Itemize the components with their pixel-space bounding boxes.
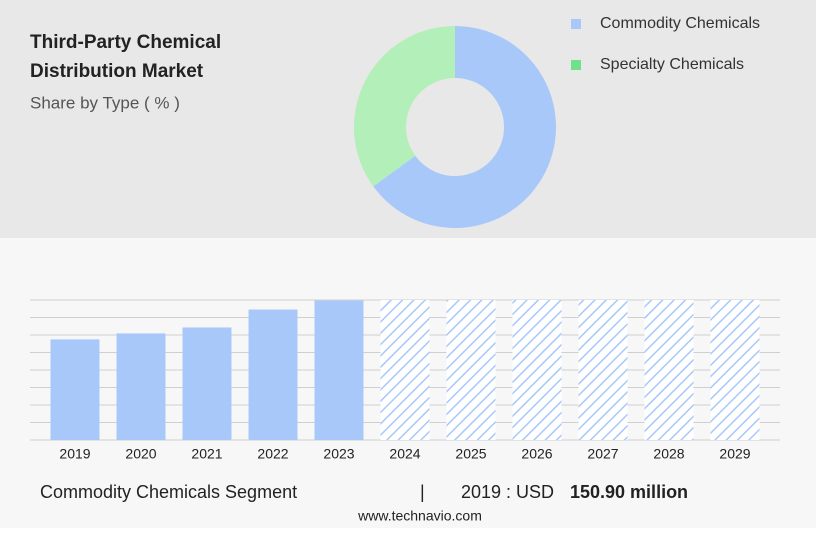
footer-segment: Commodity Chemicals Segment bbox=[40, 482, 297, 502]
forecast-bar bbox=[446, 300, 496, 440]
x-tick-label: 2019 bbox=[59, 446, 90, 462]
bar bbox=[314, 300, 364, 440]
x-tick-label: 2023 bbox=[323, 446, 354, 462]
forecast-bar bbox=[512, 300, 562, 440]
footer-amount: 150.90 million bbox=[570, 482, 688, 502]
x-tick-label: 2022 bbox=[257, 446, 288, 462]
forecast-bar bbox=[644, 300, 694, 440]
x-tick-label: 2029 bbox=[719, 446, 750, 462]
legend-label: Specialty Chemicals bbox=[600, 56, 744, 73]
footer-separator: | bbox=[420, 482, 425, 502]
title-line: Distribution Market bbox=[30, 61, 204, 82]
x-tick-label: 2024 bbox=[389, 446, 420, 462]
x-tick-label: 2025 bbox=[455, 446, 486, 462]
bar bbox=[50, 339, 100, 440]
bar bbox=[182, 327, 232, 440]
donut-slice bbox=[373, 26, 556, 229]
x-tick-label: 2020 bbox=[125, 446, 156, 462]
chart-title: Third-Party Chemical Distribution Market bbox=[30, 32, 221, 82]
x-tick-label: 2027 bbox=[587, 446, 618, 462]
legend-label: Commodity Chemicals bbox=[600, 15, 760, 32]
bar bbox=[248, 309, 298, 440]
chart-subtitle: Share by Type ( % ) bbox=[30, 93, 180, 112]
bar bbox=[116, 333, 166, 440]
forecast-bar bbox=[380, 300, 430, 440]
x-tick-label: 2021 bbox=[191, 446, 222, 462]
legend-swatch bbox=[571, 19, 581, 29]
source: www.technavio.com bbox=[357, 508, 482, 524]
forecast-bar bbox=[710, 300, 760, 440]
donut-slice bbox=[354, 26, 455, 187]
x-tick-label: 2026 bbox=[521, 446, 552, 462]
x-tick-label: 2028 bbox=[653, 446, 684, 462]
legend-swatch bbox=[571, 60, 581, 70]
footer-year: 2019 : USD bbox=[461, 482, 554, 502]
forecast-bar bbox=[578, 300, 628, 440]
title-line: Third-Party Chemical bbox=[30, 32, 221, 53]
